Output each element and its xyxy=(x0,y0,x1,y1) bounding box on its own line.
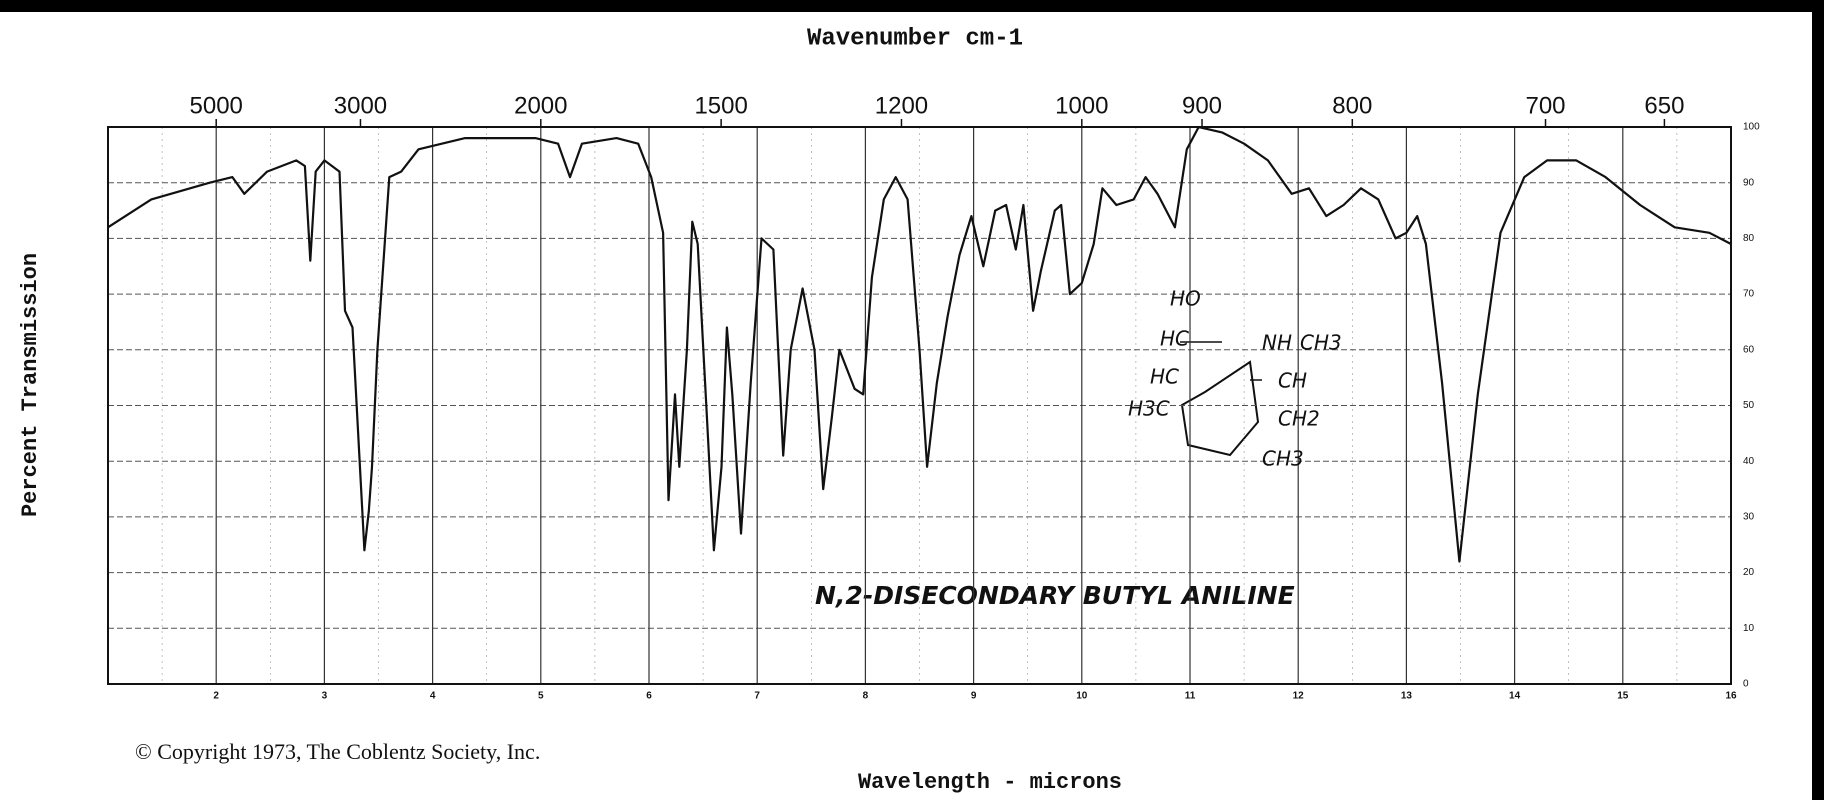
y-tick-label: 30 xyxy=(1743,512,1755,523)
x-tick-label: 9 xyxy=(971,691,977,702)
structure-label: CH2 xyxy=(1278,407,1320,431)
y-tick-label: 10 xyxy=(1743,623,1755,634)
y-tick-label: 80 xyxy=(1743,233,1755,244)
x2-tick-label: 650 xyxy=(1644,92,1684,119)
structure-label: CH3 xyxy=(1262,447,1304,471)
structure-label: HC xyxy=(1150,365,1179,389)
y-tick-label: 50 xyxy=(1743,400,1755,411)
y-tick-label: 70 xyxy=(1743,289,1755,300)
structure-label: CH xyxy=(1278,369,1307,393)
x-tick-label: 15 xyxy=(1617,691,1629,702)
plot-frame xyxy=(107,126,1732,685)
x2-tick-label: 1000 xyxy=(1055,92,1108,119)
x-tick-label: 7 xyxy=(754,691,760,702)
x-tick-label: 8 xyxy=(863,691,869,702)
x-tick-label: 4 xyxy=(430,691,436,702)
y-axis-label: Percent Transmission xyxy=(18,253,43,517)
y-tick-label: 40 xyxy=(1743,456,1755,467)
x-tick-label: 12 xyxy=(1293,691,1305,702)
copyright: © Copyright 1973, The Coblentz Society, … xyxy=(135,739,540,764)
y-tick-label: 60 xyxy=(1743,344,1755,355)
x-tick-label: 11 xyxy=(1185,691,1196,702)
x2-tick-label: 900 xyxy=(1182,92,1222,119)
spectrum-line xyxy=(107,125,1732,563)
x-tick-label: 3 xyxy=(322,691,328,702)
x-tick-label: 5 xyxy=(538,691,544,702)
x2-tick-label: 2000 xyxy=(514,92,567,119)
compound-name: N,2-DISECONDARY BUTYL ANILINE xyxy=(815,581,1295,610)
y-tick-label: 90 xyxy=(1743,177,1755,188)
x-tick-label: 2 xyxy=(213,691,219,702)
x-tick-label: 6 xyxy=(646,691,652,702)
y-tick-label: 0 xyxy=(1743,679,1749,690)
structure-label: HO xyxy=(1170,287,1201,311)
x-tick-label: 14 xyxy=(1509,691,1521,702)
x-tick-label: 16 xyxy=(1725,691,1737,702)
y-tick-label: 100 xyxy=(1743,122,1760,133)
x2-tick-label: 1200 xyxy=(875,92,928,119)
x-axis-label: Wavelength - microns xyxy=(858,770,1122,795)
x2-tick-label: 800 xyxy=(1332,92,1372,119)
x-tick-label: 13 xyxy=(1401,691,1413,702)
x-tick-label: 10 xyxy=(1076,691,1088,702)
structure-label: H3C xyxy=(1128,397,1170,421)
x2-tick-label: 700 xyxy=(1525,92,1565,119)
x2-tick-label: 5000 xyxy=(190,92,243,119)
x2-tick-label: 1500 xyxy=(694,92,747,119)
structure-label: NH xyxy=(1262,331,1292,355)
x2-tick-label: 3000 xyxy=(334,92,387,119)
chart-title: Wavenumber cm-1 xyxy=(807,25,1023,52)
structure-label: HC xyxy=(1160,327,1189,351)
structure-label: CH3 xyxy=(1300,331,1342,355)
y-tick-label: 20 xyxy=(1743,567,1755,578)
